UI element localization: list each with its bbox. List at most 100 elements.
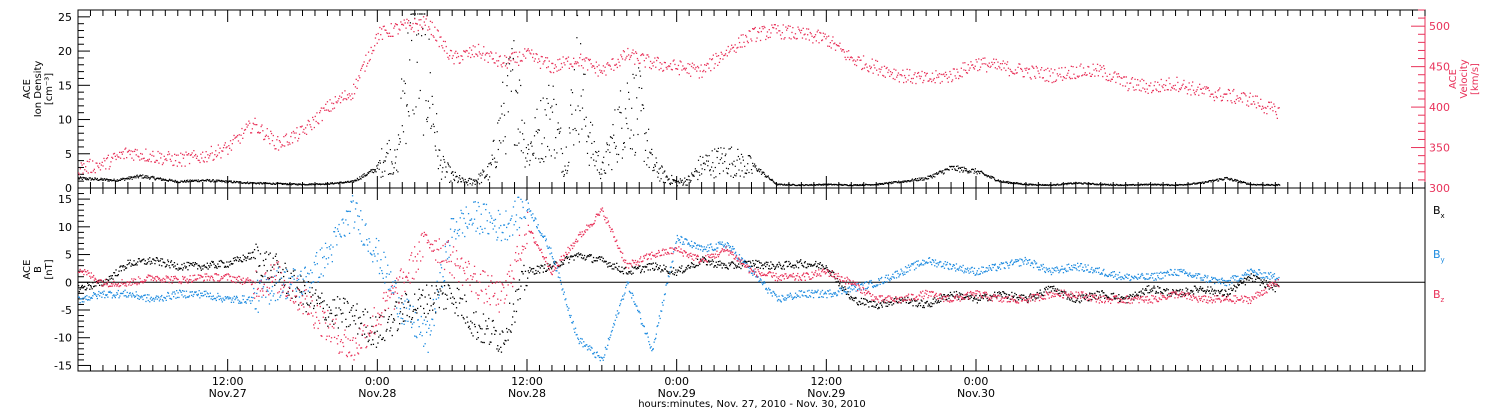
b-bx-point: [726, 267, 729, 269]
density-point: [81, 177, 83, 179]
velocity-point: [975, 59, 977, 61]
density-point: [962, 171, 964, 173]
b-bx-point: [858, 300, 860, 303]
velocity-point: [436, 40, 438, 42]
b-bx-point: [258, 265, 260, 267]
b-bx-point: [607, 262, 610, 264]
velocity-point: [322, 107, 324, 109]
b-bx-point: [472, 335, 474, 337]
b-bx-point: [623, 268, 625, 270]
velocity-point: [876, 60, 879, 62]
b-bx-point: [348, 325, 350, 328]
b-bx-point: [417, 307, 419, 310]
velocity-point: [338, 98, 340, 100]
velocity-point: [1197, 86, 1199, 88]
velocity-point: [819, 31, 821, 34]
b-bx-point: [165, 265, 167, 267]
density-point: [216, 181, 218, 183]
density-point: [274, 183, 276, 185]
b-bx-point: [177, 269, 179, 271]
b-bx-point: [1149, 289, 1151, 291]
density-point: [1259, 184, 1261, 186]
velocity-point: [267, 135, 269, 138]
velocity-point: [210, 145, 212, 148]
b-bx-point: [475, 311, 477, 313]
b-bx-point: [678, 270, 680, 272]
b-bx-point: [442, 292, 444, 294]
density-point: [995, 180, 997, 182]
velocity-point: [1183, 79, 1185, 82]
b-bx-point: [116, 274, 119, 277]
density-point: [1055, 184, 1057, 186]
b-bx-point: [798, 261, 800, 263]
b-bx-point: [801, 264, 803, 266]
b-bx-point: [836, 281, 838, 283]
b-bx-point: [975, 295, 977, 297]
b-bx-point: [1148, 292, 1151, 294]
velocity-point: [814, 36, 816, 38]
density-point: [669, 183, 671, 186]
b-bx-point: [923, 306, 925, 309]
b-bx-point: [154, 263, 156, 265]
density-point: [921, 177, 923, 179]
b-bx-point: [202, 268, 204, 270]
velocity-point: [1035, 65, 1037, 68]
density-point: [876, 184, 878, 186]
b-bx-point: [222, 262, 224, 264]
velocity-point: [746, 40, 749, 42]
velocity-point: [968, 69, 970, 71]
b-bx-point: [717, 261, 720, 263]
velocity-axis-title-line: [km/s]: [1470, 63, 1481, 95]
density-point: [776, 183, 778, 185]
velocity-point: [634, 63, 636, 65]
b-bx-point: [1086, 296, 1089, 298]
density-point: [1056, 183, 1058, 185]
b-bx-point: [976, 302, 978, 304]
b-bx-point: [260, 274, 262, 277]
velocity-point: [121, 153, 123, 155]
velocity-point: [776, 32, 778, 34]
b-bx-point: [458, 288, 460, 291]
density-point: [581, 128, 583, 130]
velocity-point: [407, 22, 409, 24]
b-bx-point: [467, 321, 469, 323]
b-bx-point: [355, 309, 357, 311]
density-point: [343, 181, 345, 183]
density-point: [744, 172, 746, 174]
velocity-point: [703, 69, 705, 72]
density-point: [100, 177, 102, 179]
density-point: [717, 147, 719, 149]
velocity-point: [117, 156, 119, 158]
b-bx-point: [766, 263, 768, 266]
velocity-point: [742, 34, 744, 36]
velocity-point: [88, 161, 90, 163]
b-bx-point: [1192, 290, 1194, 292]
b-bx-point: [1240, 282, 1243, 284]
density-point: [608, 144, 610, 146]
density-point: [840, 184, 842, 186]
density-point: [517, 92, 519, 94]
velocity-point: [270, 132, 273, 135]
b-bx-point: [565, 256, 567, 259]
b-bx-point: [408, 301, 410, 303]
density-point: [699, 155, 701, 158]
b-bx-point: [1088, 300, 1090, 302]
density-point: [412, 109, 414, 111]
b-bx-point: [162, 261, 164, 263]
b-bx-point: [881, 306, 883, 308]
velocity-point: [965, 72, 968, 74]
b-bx-point: [316, 299, 318, 301]
velocity-point: [1129, 82, 1131, 84]
velocity-point: [1019, 63, 1021, 65]
density-point: [552, 85, 554, 87]
density-point: [609, 136, 612, 138]
density-point: [1214, 179, 1216, 181]
b-bx-point: [1115, 297, 1117, 299]
b-bx-point: [607, 266, 609, 268]
b-bx-point: [381, 338, 383, 341]
density-point: [1160, 184, 1162, 186]
density-point: [562, 170, 564, 172]
density-point: [918, 177, 920, 179]
density-point: [876, 183, 878, 185]
b-bx-point: [1012, 296, 1014, 298]
